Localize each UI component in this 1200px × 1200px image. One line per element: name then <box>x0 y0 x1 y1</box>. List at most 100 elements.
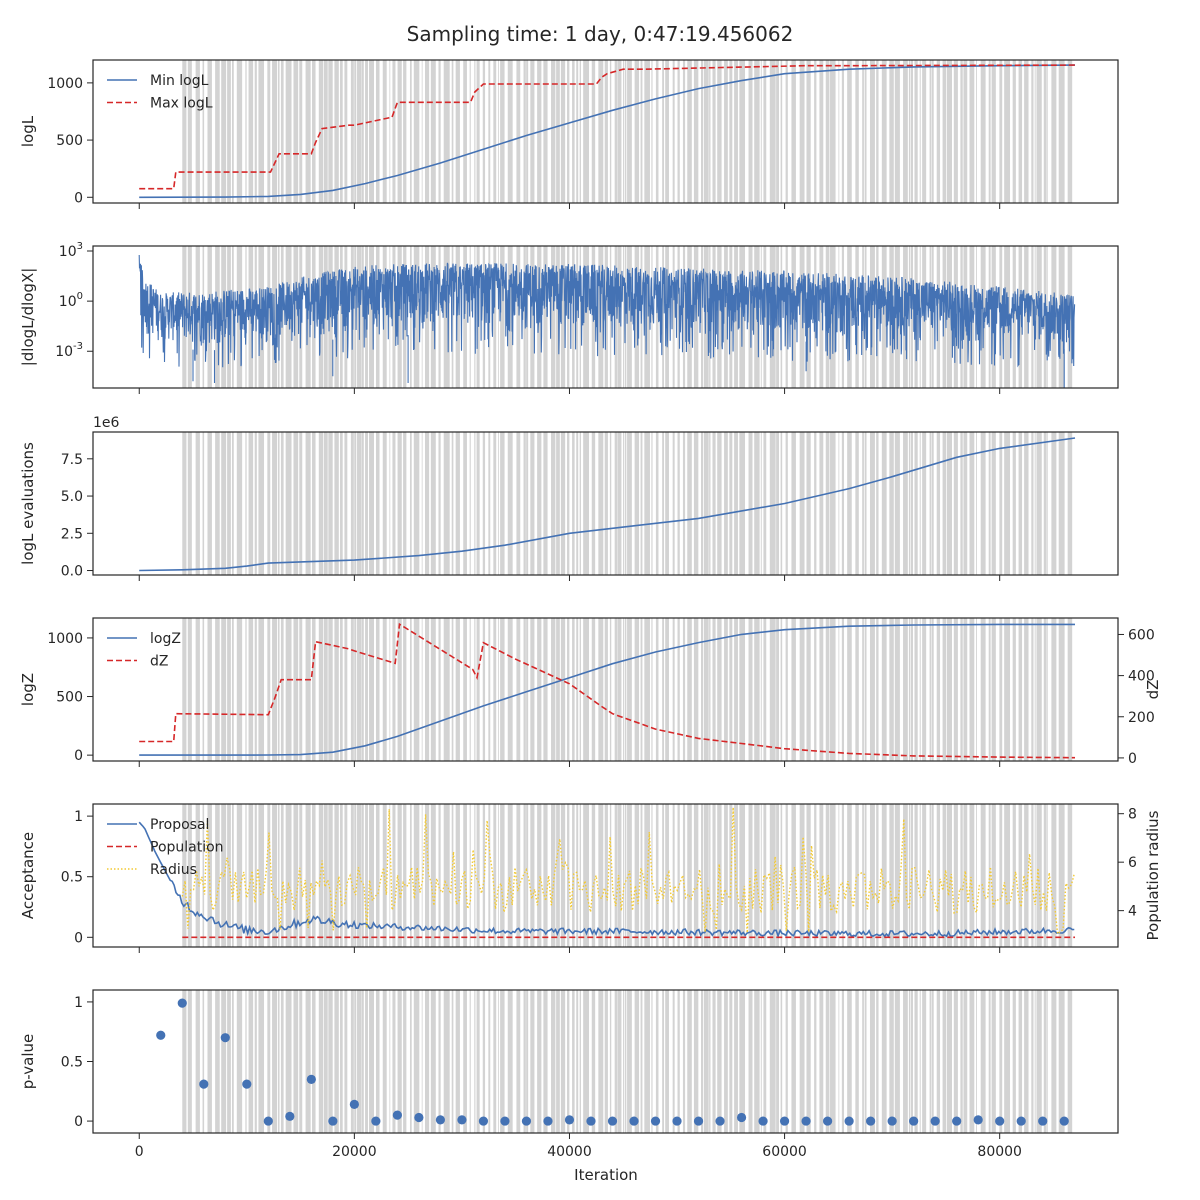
shade-band <box>791 432 796 575</box>
shade-band <box>236 432 243 575</box>
shade-band <box>623 990 625 1133</box>
shade-band <box>293 618 299 761</box>
shade-band <box>1004 432 1011 575</box>
shade-band <box>254 60 257 203</box>
shade-band <box>507 804 513 947</box>
shade-band <box>424 990 430 1133</box>
series-logz <box>139 623 1075 756</box>
shade-band <box>493 432 497 575</box>
shade-band <box>1043 804 1047 947</box>
shade-band <box>604 60 608 203</box>
shade-band <box>960 990 963 1133</box>
shade-band <box>215 618 220 761</box>
shade-band <box>914 60 918 203</box>
shade-band <box>397 432 402 575</box>
panel-nlike: 0.0 2.5 5.0 7.5 logL evaluations 1e6 <box>19 415 1119 581</box>
data-point <box>823 1116 833 1126</box>
shade-band <box>1043 60 1047 203</box>
shade-band <box>474 804 476 947</box>
shade-band <box>701 246 704 388</box>
shade-band <box>677 246 680 388</box>
data-point <box>500 1116 510 1126</box>
shade-band <box>474 432 476 575</box>
shade-band <box>894 618 900 761</box>
shade-band <box>1024 618 1029 761</box>
shade-band <box>451 618 454 761</box>
shade-band <box>946 804 952 947</box>
shade-band <box>451 432 454 575</box>
shade-band <box>1036 60 1042 203</box>
shade-band <box>560 246 566 388</box>
y-tick-label: 1000 <box>47 631 83 647</box>
shade-band <box>195 60 200 203</box>
y-tick-label: 100 <box>59 291 83 310</box>
shaded-regions <box>182 432 1073 575</box>
shade-band <box>340 432 343 575</box>
shade-band <box>838 618 840 761</box>
data-point <box>435 1115 446 1125</box>
shade-band <box>215 60 220 203</box>
shade-band <box>911 246 913 388</box>
shade-band <box>334 432 339 575</box>
shade-band <box>591 432 596 575</box>
shade-band <box>500 804 505 947</box>
shade-band <box>591 60 596 203</box>
shade-band <box>221 618 227 761</box>
data-point <box>758 1116 768 1126</box>
shade-band <box>583 990 590 1133</box>
shade-band <box>551 246 556 388</box>
shade-band <box>931 60 934 203</box>
legend-label: Max logL <box>150 96 213 112</box>
shade-band <box>760 60 762 203</box>
data-point <box>371 1116 381 1126</box>
shade-band <box>221 432 227 575</box>
shade-band <box>748 60 753 203</box>
shade-band <box>357 60 362 203</box>
shade-band <box>806 60 811 203</box>
x-tick-label: 0 <box>135 1144 144 1160</box>
shade-band <box>724 432 728 575</box>
shade-band <box>403 432 407 575</box>
shade-band <box>748 432 753 575</box>
shade-band <box>644 618 650 761</box>
shade-band <box>382 990 387 1133</box>
shade-band <box>838 432 840 575</box>
shade-band <box>397 804 402 947</box>
figure-title: Sampling time: 1 day, 0:47:19.456062 <box>407 22 794 46</box>
shade-band <box>682 432 686 575</box>
shade-band <box>1018 246 1023 388</box>
shade-band <box>819 990 824 1133</box>
shade-band <box>350 60 354 203</box>
shade-band <box>855 804 859 947</box>
shade-band <box>560 432 566 575</box>
shade-band <box>889 990 894 1133</box>
shade-band <box>739 618 746 761</box>
y-tick-label: 0.5 <box>61 1055 83 1071</box>
shade-band <box>748 990 753 1133</box>
shade-band <box>693 60 699 203</box>
shade-band <box>999 432 1003 575</box>
shade-band <box>640 990 643 1133</box>
shade-band <box>389 60 391 203</box>
data-point <box>1016 1116 1026 1126</box>
shade-band <box>430 618 436 761</box>
legend: logZ dZ <box>107 631 181 670</box>
shade-band <box>830 804 836 947</box>
data-point <box>263 1116 273 1126</box>
shade-band <box>365 618 368 761</box>
shade-band <box>908 246 911 388</box>
shade-band <box>560 990 566 1133</box>
data-point <box>457 1115 467 1125</box>
shade-band <box>701 804 704 947</box>
shade-band <box>598 618 604 761</box>
shade-band <box>862 60 864 203</box>
series-radius <box>181 807 1075 936</box>
shade-band <box>799 432 805 575</box>
shade-band <box>389 990 391 1133</box>
shade-band <box>862 432 864 575</box>
shade-band <box>323 432 328 575</box>
shade-band <box>682 990 686 1133</box>
legend: Proposal Population Radius <box>107 817 224 878</box>
shade-band <box>1058 60 1065 203</box>
y-tick-label: 5.0 <box>61 489 83 505</box>
